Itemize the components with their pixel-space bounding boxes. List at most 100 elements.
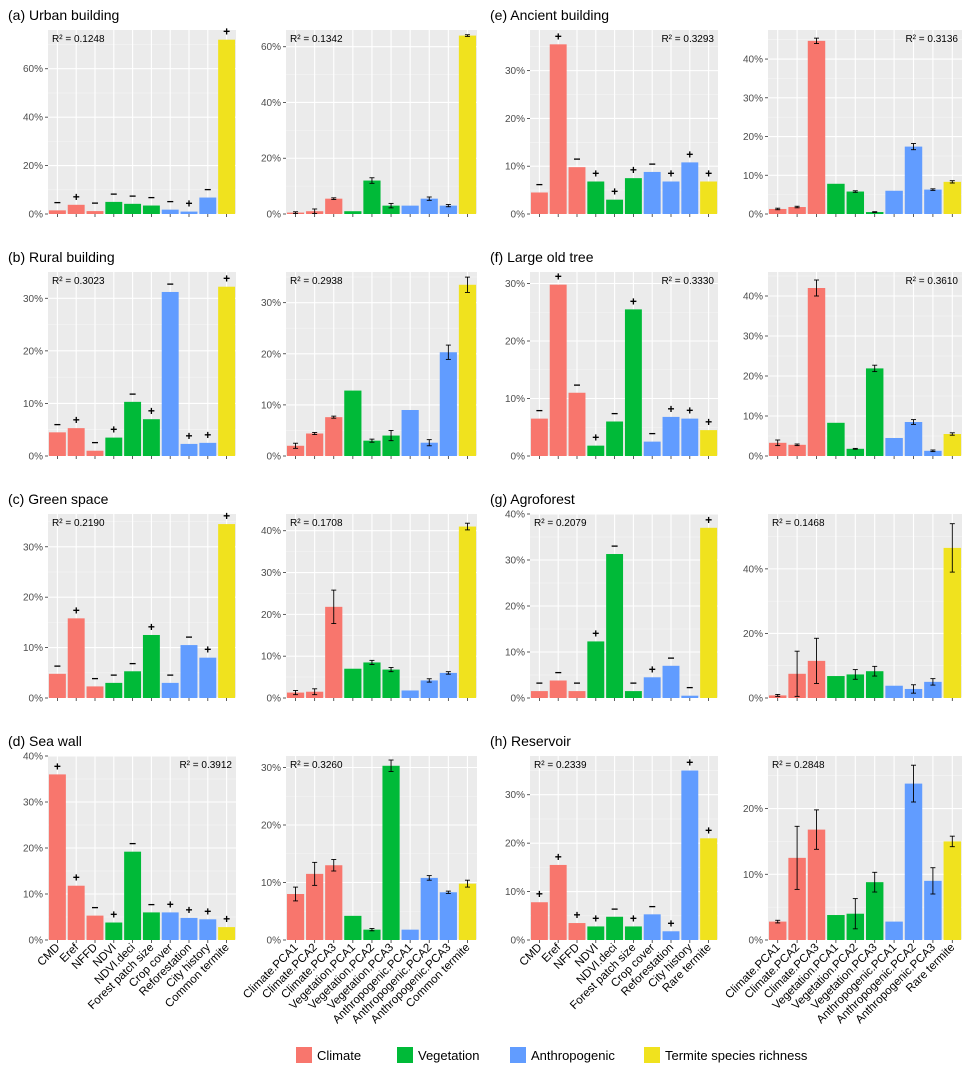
y-tick-label: 0%: [749, 694, 764, 705]
sign-label: −: [148, 897, 155, 911]
panel-a-left: 0%20%40%60%− + −− − − − +−+R² = 0.1248(a) Urba…: [8, 7, 236, 221]
y-tick-label: 20%: [743, 629, 763, 640]
sign-label: −: [611, 407, 618, 421]
error-bar: [388, 667, 394, 673]
y-tick-label: 40%: [743, 564, 763, 575]
y-tick-label: 30%: [261, 568, 281, 579]
bar: [768, 208, 787, 214]
bar: [865, 212, 884, 214]
error-bar: [911, 684, 916, 694]
bar: [458, 35, 477, 214]
y-tick-label: 30%: [505, 556, 525, 567]
error-bar: [794, 205, 800, 209]
panel-d-right: 0%10%20%30% R² = 0.3260Climate.PCA1Climat…: [241, 756, 477, 1026]
error-bar: [369, 659, 375, 665]
sign-label: +: [686, 404, 693, 418]
bar: [67, 885, 85, 940]
panel-b-left: 0%10%20%30%− +−+−+−+ ++R² = 0.3023(b) Rura…: [8, 249, 236, 463]
bar: [180, 211, 198, 214]
bar: [587, 445, 605, 456]
y-tick-label: 30%: [505, 790, 525, 801]
panel-title: (a) Urban building: [8, 7, 119, 23]
error-bar: [911, 419, 916, 425]
bar: [643, 171, 661, 214]
bar: [530, 691, 548, 698]
sign-label: +: [73, 190, 80, 204]
bar: [382, 205, 400, 214]
y-tick-label: 0%: [749, 936, 764, 947]
r-squared-label: R² = 0.1708: [290, 518, 343, 529]
bar: [788, 857, 806, 940]
y-tick-label: 40%: [261, 526, 281, 537]
y-tick-label: 40%: [23, 752, 43, 763]
error-bar: [369, 177, 375, 184]
r-squared-label: R² = 0.3293: [661, 34, 714, 45]
panel-e-left: 0%10%20%30%−+−+++ −+++R² = 0.3293(e) Anci…: [490, 7, 718, 221]
sign-label: +: [705, 823, 712, 837]
bar: [325, 865, 343, 940]
bar: [401, 410, 419, 456]
error-bar: [930, 678, 936, 686]
sign-label: −: [611, 902, 618, 916]
y-tick-label: 20%: [261, 154, 281, 165]
error-bar: [814, 37, 819, 45]
bar: [218, 286, 236, 456]
bar: [420, 680, 438, 698]
bar: [458, 526, 477, 698]
bar: [681, 695, 699, 698]
legend-item: Vegetation: [397, 1047, 479, 1063]
y-tick-label: 10%: [505, 162, 525, 173]
sign-label: +: [73, 871, 80, 885]
sign-label: +: [185, 903, 192, 917]
error-bar: [445, 344, 451, 360]
bar: [549, 44, 567, 214]
bar: [549, 680, 567, 698]
r-squared-label: R² = 0.2190: [52, 518, 105, 529]
bar: [587, 926, 605, 940]
r-squared-label: R² = 0.3136: [905, 34, 958, 45]
legend-swatch: [296, 1047, 312, 1063]
y-tick-label: 30%: [505, 66, 525, 77]
sign-label: +: [185, 429, 192, 443]
y-tick-label: 0%: [29, 936, 44, 947]
sign-label: +: [204, 904, 211, 918]
sign-label: −: [129, 387, 136, 401]
panel-title: (e) Ancient building: [490, 7, 609, 23]
sign-label: −: [54, 659, 61, 673]
bar: [199, 197, 217, 214]
error-bar: [949, 523, 955, 573]
panel-title: (d) Sea wall: [8, 733, 82, 749]
sign-label: +: [667, 402, 674, 416]
bar: [885, 921, 903, 940]
bar: [530, 418, 548, 456]
y-tick-label: 30%: [23, 798, 43, 809]
error-bar: [369, 438, 375, 443]
panel-background: [768, 514, 962, 698]
sign-label: +: [110, 908, 117, 922]
sign-label: +: [592, 167, 599, 181]
bar: [943, 841, 962, 940]
error-bar: [852, 190, 858, 193]
bar: [86, 211, 104, 214]
sign-label: +: [223, 509, 230, 523]
bar: [363, 662, 381, 698]
error-bar: [426, 439, 432, 447]
r-squared-label: R² = 0.1342: [290, 34, 343, 45]
bar: [924, 450, 942, 456]
bar: [286, 894, 305, 940]
sign-label: +: [686, 756, 693, 770]
y-tick-label: 20%: [261, 349, 281, 360]
bar: [161, 912, 179, 940]
y-tick-label: 10%: [261, 652, 281, 663]
y-tick-label: 40%: [261, 98, 281, 109]
y-tick-label: 0%: [749, 210, 764, 221]
bar: [530, 192, 548, 214]
r-squared-label: R² = 0.2848: [772, 760, 825, 771]
panel-a-right: 0% 20% 40% 60% R² = 0.1342: [261, 30, 477, 221]
sign-label: +: [686, 147, 693, 161]
bar: [401, 205, 419, 214]
error-bar: [464, 879, 470, 888]
bar: [643, 441, 661, 456]
bar: [624, 691, 642, 698]
panel-g-right: 0% 20% 40% R² = 0.1468: [743, 514, 962, 705]
